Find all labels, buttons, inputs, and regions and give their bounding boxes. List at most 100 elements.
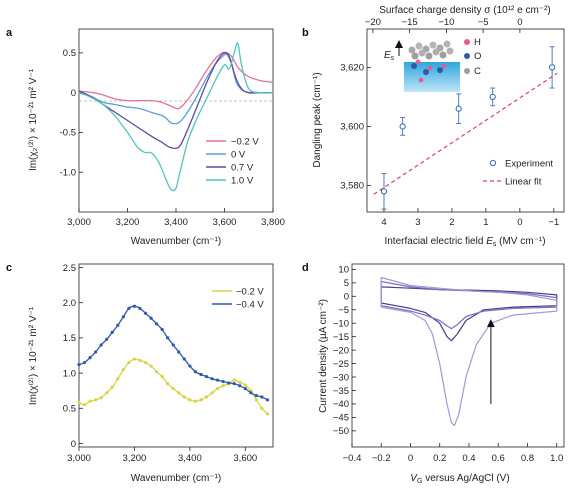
panel-c-data-point	[232, 378, 236, 382]
panel-c-data-point	[160, 327, 164, 332]
panel-c-xtick-label: 3,200	[123, 453, 147, 464]
panel-c-data-point	[254, 398, 258, 402]
panel-c-data-point	[82, 403, 87, 407]
panel-d-xticks: −0.4 −0.2 0 0.2 0.4 0.6 0.8 1.0	[343, 443, 563, 464]
panel-letter-c: c	[6, 262, 12, 274]
panel-c-data-point	[243, 386, 247, 391]
panel-b-xtick-label: 4	[381, 217, 386, 228]
panel-b-data-point	[548, 64, 556, 71]
panel-b-data-point	[489, 93, 496, 101]
panel-c-data-point	[193, 399, 197, 403]
panel-c-ytick-label: 2.5	[63, 263, 76, 274]
panel-d-ylabel: Current density (µA cm⁻²)	[318, 299, 329, 413]
panel-c-data-point	[210, 391, 214, 395]
panel-c-data-point	[88, 399, 92, 403]
panel-c-data-point	[221, 379, 225, 384]
panel-d-lines	[380, 276, 558, 427]
panel-c-data-point	[265, 398, 270, 402]
panel-c-xlabel: Wavenumber (cm⁻¹)	[131, 473, 221, 484]
panel-a: 3,000 3,200 3,400 3,600 3,800 -1.0 -0.5 0 0.5 −…	[28, 28, 285, 247]
panel-b-ytick-label: 3,620	[340, 63, 364, 74]
panel-d-xtick-label: 0.6	[492, 453, 505, 464]
panel-a-legend-label-3: 1.0 V	[231, 176, 254, 187]
panel-b-x2tick-label: −5	[478, 17, 489, 28]
panel-a-ytick-label: -1.0	[60, 168, 76, 179]
panel-c-xticks: 3,000 3,200 3,400 3,600	[67, 447, 257, 464]
panel-c-data-point	[77, 363, 81, 367]
panel-a-ytick-label: 0.5	[63, 48, 76, 59]
panel-c-xtick-label: 3,000	[67, 453, 91, 464]
panel-b-inset: Es H O C	[384, 37, 481, 92]
panel-c-data-point	[105, 337, 109, 341]
panel-d-ytick-label: −5	[338, 305, 349, 316]
panel-a-series-line-1	[78, 53, 274, 125]
panel-b-yticks: 3,580 3,600 3,620	[340, 63, 371, 192]
panel-b-x2label: Surface charge density σ (10¹² e cm⁻²)	[379, 5, 551, 16]
panel-c-data-point	[227, 381, 231, 385]
panel-c-data-point	[77, 401, 81, 405]
panel-c-data-point	[260, 406, 264, 410]
panel-b-data-point	[380, 188, 388, 195]
panel-c-data-point	[199, 372, 203, 377]
legend-o-label: O	[474, 51, 481, 62]
panel-d: −0.4 −0.2 0 0.2 0.4 0.6 0.8 1.0 10 5 0 −5 −10 −15 −20…	[318, 263, 565, 485]
panel-a-ytick-label: 0	[71, 88, 76, 99]
panel-b-data-point	[455, 105, 462, 112]
panel-d-xtick-label: −0.4	[343, 453, 362, 464]
panel-c-data-point	[116, 377, 120, 381]
panel-c-data-point	[210, 377, 214, 381]
panel-b: 4 3 2 1 0 −1 −20 −15 −10 −5 0 3,580 3,600 3,620	[312, 5, 565, 248]
panel-letter-a: a	[6, 27, 13, 39]
panel-c-legend: −0.2 V −0.4 V	[212, 287, 264, 311]
panel-d-ytick-label: −45	[333, 413, 349, 424]
panel-c-data-point	[110, 330, 114, 334]
panel-a-xticks: 3,000 3,200 3,400 3,600 3,800	[67, 208, 285, 228]
panel-c-data-point	[204, 395, 209, 399]
panel-b-x2ticks: −20 −15 −10 −5 0	[365, 17, 523, 33]
panel-a-lines	[78, 42, 274, 192]
panel-c-data-point	[155, 370, 159, 374]
panel-d-ytick-label: −30	[333, 372, 349, 383]
panel-letter-d: d	[302, 262, 309, 274]
panel-c-data-point	[110, 385, 114, 389]
panel-c-data-point	[99, 343, 103, 347]
panel-b-x2tick-label: −20	[365, 17, 381, 28]
panel-c-data-point	[94, 350, 98, 354]
panel-c-data-point	[132, 304, 137, 308]
panel-b-data-point	[399, 123, 406, 130]
panel-d-xtick-label: −0.2	[372, 453, 391, 464]
panel-b-x2tick-label: −15	[402, 17, 418, 28]
panel-c-data-point	[105, 391, 109, 395]
panel-d-xlabel: VG versus Ag/AgCl (V)	[410, 473, 509, 485]
legend-h-label: H	[474, 37, 481, 48]
panel-d-xtick-label: 0.8	[521, 453, 534, 464]
panel-c-data-point	[166, 382, 170, 386]
panel-c: 3,000 3,200 3,400 3,600 0 0.5 1.0 1.5 2.0 2.5 −0…	[28, 263, 274, 484]
panel-d-ytick-label: −10	[333, 319, 349, 330]
panel-d-xtick-label: 1.0	[550, 453, 563, 464]
panel-c-xtick-label: 3,400	[178, 453, 202, 464]
panel-c-data-point	[121, 315, 125, 319]
panel-c-data-point	[143, 311, 148, 315]
panel-c-series	[77, 304, 270, 416]
panel-c-data-point	[188, 364, 192, 368]
panel-b-x2tick-label: −10	[438, 17, 454, 28]
panel-c-data-point	[127, 360, 131, 365]
panel-c-data-point	[188, 398, 192, 402]
panel-b-fit	[373, 72, 558, 195]
inset-field-label: Es	[384, 50, 395, 62]
panel-c-data-point	[260, 395, 264, 399]
panel-c-data-point	[88, 356, 92, 360]
panel-d-xtick-label: 0.2	[433, 453, 446, 464]
panel-b-legend: Experiment Linear fit	[483, 159, 553, 188]
panel-d-xtick-label: 0	[408, 453, 413, 464]
inset-graphene-atoms	[408, 40, 454, 60]
panel-b-xtick-label: 2	[449, 217, 454, 228]
panel-c-data-point	[99, 396, 103, 400]
panel-c-data-point	[177, 391, 181, 395]
panel-c-data-point	[265, 412, 270, 416]
panel-a-xtick-label: 3,600	[213, 217, 237, 228]
panel-b-xticks: 4 3 2 1 0 −1	[381, 208, 559, 228]
panel-d-ytick-label: −40	[333, 399, 349, 410]
